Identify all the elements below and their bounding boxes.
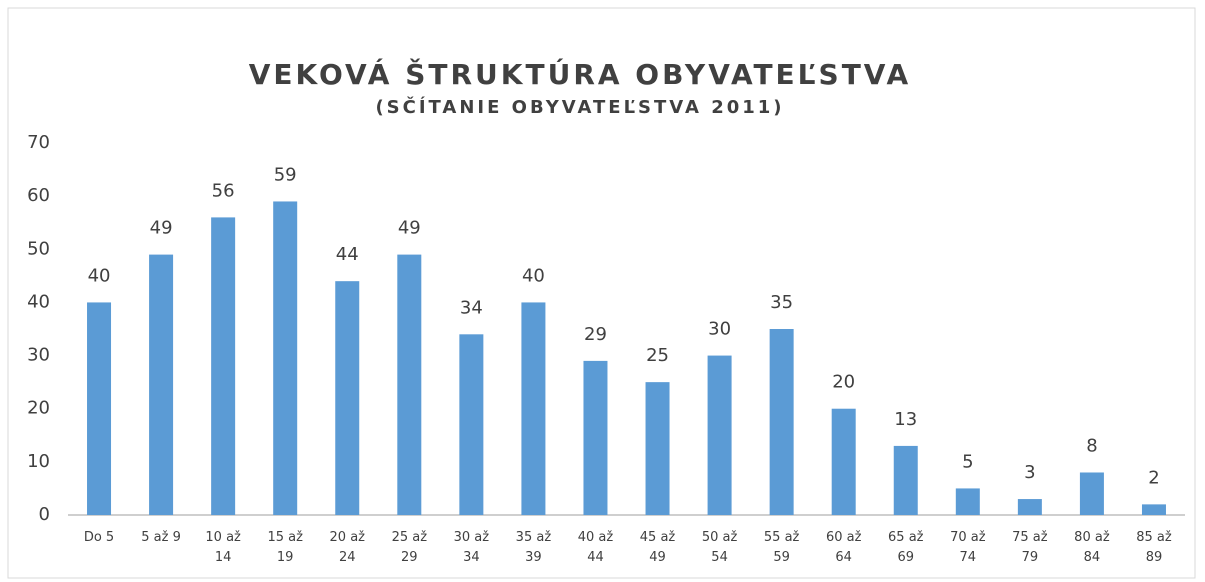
y-tick-label: 70 — [27, 132, 50, 153]
x-tick-label: 15 až 19 — [267, 530, 303, 565]
data-label: 44 — [336, 244, 359, 265]
chart-subtitle: (SČÍTANIE OBYVATEĽSTVA 2011) — [375, 96, 784, 118]
bar — [87, 302, 112, 515]
bar — [769, 329, 794, 515]
y-tick-label: 0 — [39, 504, 50, 525]
data-label: 40 — [522, 265, 545, 286]
y-tick-label: 20 — [27, 398, 50, 419]
x-tick-label: 65 až 69 — [888, 530, 924, 565]
bar — [211, 217, 236, 515]
x-tick-label: 20 až 24 — [329, 530, 365, 565]
x-tick-label: 70 až 74 — [950, 530, 986, 565]
y-tick-label: 50 — [27, 238, 50, 259]
data-label: 35 — [770, 292, 793, 313]
bar — [149, 254, 174, 515]
data-label: 49 — [398, 218, 421, 239]
x-tick-label: 80 až 84 — [1074, 530, 1110, 565]
bar — [1017, 499, 1042, 515]
x-tick-label: 10 až 14 — [205, 530, 241, 565]
y-tick-label: 10 — [27, 451, 50, 472]
bar — [335, 281, 360, 515]
bar — [893, 445, 918, 515]
bar — [955, 488, 980, 515]
x-tick-label: 50 až 54 — [701, 530, 738, 565]
y-tick-label: 40 — [27, 291, 50, 312]
x-tick-label: 25 až 29 — [391, 530, 428, 565]
x-tick-label: 85 až 89 — [1136, 530, 1172, 565]
data-label: 34 — [460, 297, 483, 318]
x-tick-label: 5 až 9 — [141, 530, 181, 545]
x-tick-label: 60 až 64 — [825, 530, 862, 565]
data-label: 56 — [212, 180, 235, 201]
x-tick-label: Do 5 — [83, 530, 115, 545]
data-label: 2 — [1148, 467, 1159, 488]
bar — [521, 302, 546, 515]
data-label: 30 — [708, 319, 731, 340]
x-tick-label: 45 až 49 — [639, 530, 676, 565]
data-label: 40 — [88, 265, 111, 286]
x-tick-label: 75 až 79 — [1012, 530, 1048, 565]
data-label: 3 — [1024, 462, 1035, 483]
data-label: 49 — [150, 218, 173, 239]
data-label: 29 — [584, 324, 607, 345]
bar — [707, 355, 732, 515]
bar — [831, 408, 856, 515]
data-label: 5 — [962, 451, 973, 472]
bar — [273, 201, 298, 515]
bar — [397, 254, 422, 515]
chart-title: VEKOVÁ ŠTRUKTÚRA OBYVATEĽSTVA — [249, 57, 911, 91]
bar — [645, 382, 670, 515]
data-label: 20 — [832, 372, 855, 393]
x-tick-label: 35 až 39 — [515, 530, 552, 565]
y-tick-label: 60 — [27, 185, 50, 206]
bar — [1079, 472, 1104, 515]
bar — [583, 360, 608, 515]
data-label: 8 — [1086, 435, 1097, 456]
x-tick-label: 40 až 44 — [577, 530, 614, 565]
x-tick-label: 55 až 59 — [763, 530, 800, 565]
x-tick-label: 30 až 34 — [453, 530, 490, 565]
data-label: 13 — [894, 409, 917, 430]
bar — [459, 334, 484, 515]
bar — [1141, 504, 1166, 515]
data-label: 59 — [274, 164, 297, 185]
data-label: 25 — [646, 345, 669, 366]
y-tick-label: 30 — [27, 345, 50, 366]
